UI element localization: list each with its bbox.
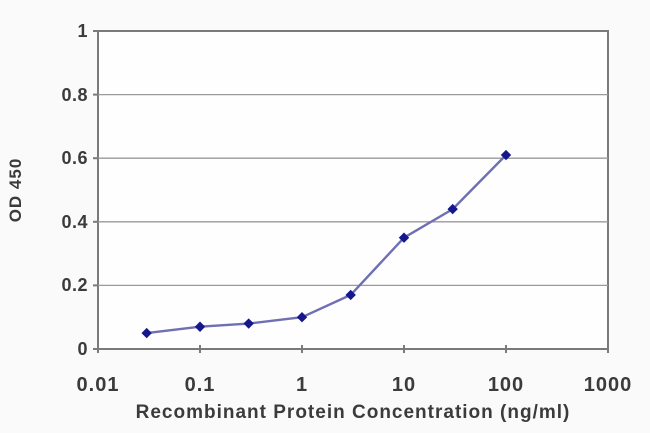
y-tick-label: 0.6: [61, 148, 88, 169]
data-point-marker: [296, 312, 308, 323]
data-point-marker: [141, 327, 152, 339]
plot-frame: [97, 30, 609, 350]
y-tick-label: 0: [77, 339, 88, 359]
x-tick-label: 1: [295, 374, 309, 396]
data-point-marker: [500, 149, 512, 161]
data-point-marker: [345, 289, 356, 301]
y-tick-label: 0.2: [61, 275, 88, 296]
x-tick-label: 0.1: [184, 374, 216, 396]
x-tick-label: 1000: [583, 374, 633, 396]
x-tick-label: 0.01: [76, 374, 120, 396]
y-tick-label: 0.4: [61, 211, 88, 232]
x-tick-label: 10: [391, 374, 417, 396]
data-point-marker: [243, 318, 254, 329]
y-tick-label: 1: [77, 21, 88, 41]
y-tick-label: 0.8: [61, 84, 88, 105]
y-axis-title: OD 450: [6, 157, 25, 223]
x-tick-label: 100: [487, 374, 525, 396]
data-point-marker: [194, 321, 206, 332]
x-axis-title: Recombinant Protein Concentration (ng/ml…: [135, 402, 571, 423]
data-point-marker: [447, 203, 458, 215]
data-point-marker: [398, 232, 410, 243]
series-line: [145, 153, 508, 335]
